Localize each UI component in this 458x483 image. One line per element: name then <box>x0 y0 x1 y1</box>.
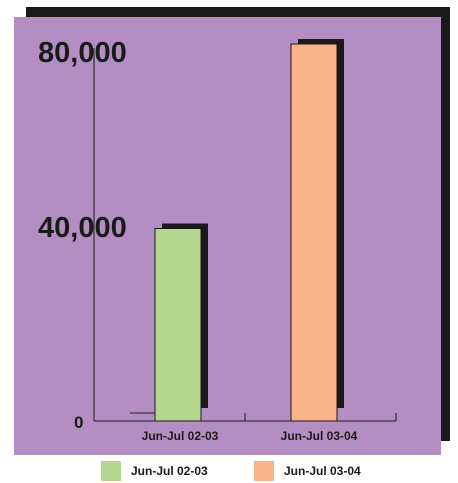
legend-swatch-0 <box>101 461 121 481</box>
chart-background <box>14 17 441 455</box>
legend-swatch-1 <box>254 461 274 481</box>
legend-item-0: Jun-Jul 02-03 <box>101 461 208 481</box>
legend-label-0: Jun-Jul 02-03 <box>131 464 208 478</box>
x-tick-label-0: Jun-Jul 02-03 <box>142 429 219 443</box>
legend-label-1: Jun-Jul 03-04 <box>284 464 361 478</box>
legend-item-1: Jun-Jul 03-04 <box>254 461 361 481</box>
y-tick-label-0: 0 <box>74 413 83 432</box>
bar-1 <box>290 43 338 422</box>
bar-0 <box>154 228 202 422</box>
bars-group <box>154 39 344 422</box>
y-tick-label-40000: 40,000 <box>38 212 127 244</box>
x-tick-label-1: Jun-Jul 03-04 <box>281 429 358 443</box>
legend: Jun-Jul 02-03 Jun-Jul 03-04 <box>0 461 458 483</box>
y-tick-label-80000: 80,000 <box>38 37 127 69</box>
